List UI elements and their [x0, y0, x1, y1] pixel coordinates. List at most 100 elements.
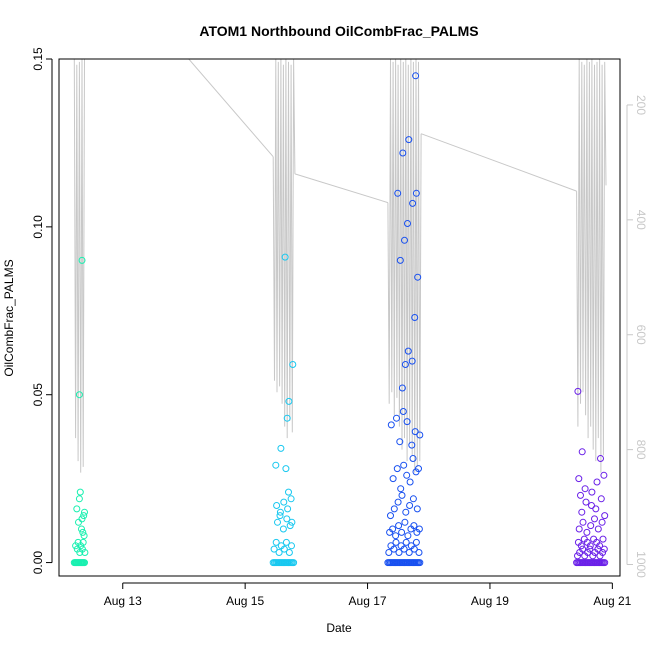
axes-layer: 0.00 0.05 0.10 0.15 Aug 13 Aug 15 Aug 17 Aug 19… — [31, 47, 648, 608]
data-point — [575, 525, 583, 533]
data-point — [276, 508, 284, 516]
data-point — [389, 475, 397, 483]
data-point — [280, 498, 288, 506]
data-point — [413, 505, 421, 513]
data-point — [601, 512, 609, 520]
secondary-line-segment-2 — [272, 59, 296, 439]
data-point — [398, 528, 406, 536]
data-point — [405, 549, 413, 556]
y-tick-label: 0.10 — [31, 215, 45, 239]
data-point — [399, 408, 407, 415]
data-point — [412, 538, 420, 546]
data-point — [275, 549, 283, 556]
data-point — [582, 498, 590, 506]
secondary-tick-label: 200 — [634, 95, 648, 115]
data-point — [400, 545, 408, 553]
secondary-tick-label: 1000 — [634, 551, 648, 578]
data-point — [403, 471, 411, 479]
data-point — [385, 549, 393, 556]
data-point — [578, 448, 586, 456]
data-point — [282, 538, 290, 546]
data-point — [412, 72, 420, 80]
data-point — [600, 545, 608, 553]
data-point — [78, 525, 85, 533]
x-tick-label: Aug 13 — [104, 594, 142, 608]
data-point — [415, 549, 423, 556]
data-point — [588, 502, 595, 509]
data-point — [577, 491, 584, 499]
data-point — [584, 549, 592, 556]
data-point — [398, 491, 406, 499]
data-point — [409, 495, 417, 503]
data-point — [586, 542, 594, 550]
data-point — [583, 528, 591, 536]
data-point — [279, 525, 287, 533]
data-point — [395, 522, 403, 530]
x-tick-label: Aug 15 — [226, 594, 264, 608]
data-point — [81, 549, 89, 556]
data-point — [396, 438, 404, 446]
data-point — [592, 505, 600, 513]
x-tick-label: Aug 21 — [593, 594, 631, 608]
secondary-tick-label: 400 — [634, 210, 648, 230]
x-tick-label: Aug 19 — [471, 594, 509, 608]
data-point — [283, 515, 291, 523]
data-point — [393, 414, 400, 422]
y-tick-label: 0.00 — [31, 551, 45, 575]
data-point — [270, 545, 278, 553]
chart-title: ATOM1 Northbound OilCombFrac_PALMS — [199, 23, 478, 39]
data-point — [597, 495, 605, 503]
data-point — [79, 538, 87, 546]
data-point — [288, 518, 296, 526]
data-point — [406, 502, 414, 509]
y-tick-label: 0.05 — [31, 383, 45, 407]
secondary-line-segment-4 — [387, 59, 422, 473]
secondary-tick-label: 600 — [634, 325, 648, 345]
data-point — [394, 498, 402, 506]
data-point — [73, 505, 81, 513]
data-point — [281, 253, 289, 261]
data-point — [285, 549, 293, 556]
secondary-line-segment-0 — [73, 59, 86, 473]
x-tick-label: Aug 17 — [349, 594, 387, 608]
data-point — [393, 465, 401, 473]
data-point — [411, 314, 419, 321]
data-point — [409, 199, 417, 207]
data-point — [412, 189, 420, 197]
data-point — [404, 532, 412, 540]
data-point — [399, 149, 407, 157]
data-point — [416, 559, 424, 567]
data-point — [284, 505, 292, 513]
data-point — [405, 136, 413, 144]
data-point — [387, 421, 395, 429]
data-point — [586, 545, 594, 553]
data-point — [80, 512, 88, 520]
data-point — [401, 518, 409, 526]
data-point — [390, 505, 398, 513]
secondary-line-segment-1 — [188, 59, 274, 158]
data-point — [574, 552, 581, 560]
data-point — [596, 542, 604, 550]
data-point — [81, 559, 88, 567]
data-point — [272, 461, 280, 469]
data-point — [593, 478, 601, 486]
y-axis-label: OilCombFrac_PALMS — [2, 259, 16, 376]
data-point — [416, 431, 424, 439]
data-point — [287, 495, 295, 503]
data-point — [276, 512, 284, 520]
data-point — [79, 528, 87, 536]
data-point — [289, 361, 297, 368]
data-point — [285, 397, 293, 405]
data-point — [415, 465, 422, 473]
data-point — [274, 518, 281, 526]
data-point — [394, 189, 402, 197]
data-point — [404, 220, 411, 227]
data-point — [599, 535, 607, 543]
data-point — [285, 488, 292, 496]
data-point — [401, 361, 409, 368]
data-point — [410, 545, 418, 553]
data-point — [414, 273, 422, 281]
points-layer — [70, 72, 609, 567]
data-point — [277, 444, 285, 452]
